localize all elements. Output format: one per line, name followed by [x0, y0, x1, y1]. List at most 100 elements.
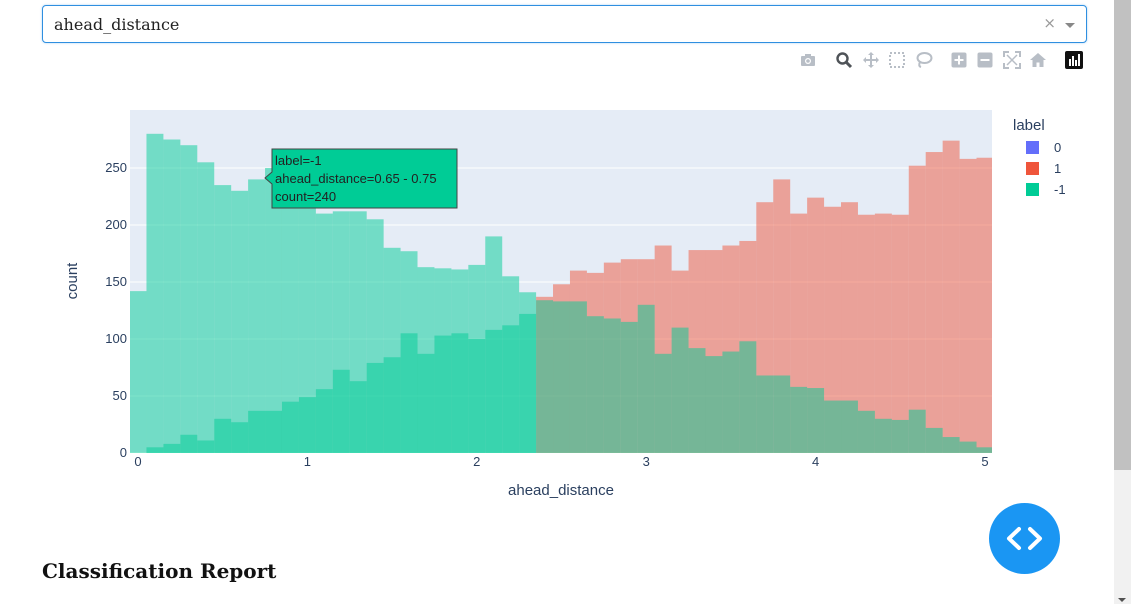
- bar-series-2[interactable]: [180, 145, 198, 453]
- bar-series-1[interactable]: [891, 214, 909, 453]
- bar-series-2[interactable]: [705, 356, 723, 453]
- bar-series-2[interactable]: [586, 316, 604, 453]
- bar-series-1[interactable]: [824, 206, 842, 453]
- bar-series-2[interactable]: [908, 409, 926, 453]
- bar-series-3[interactable]: [434, 335, 452, 453]
- x-tick-label: 3: [643, 454, 650, 469]
- bar-series-2[interactable]: [773, 375, 791, 453]
- bar-series-3[interactable]: [248, 410, 266, 453]
- legend-item-neg1[interactable]: -1: [1026, 182, 1066, 197]
- bar-series-2[interactable]: [841, 400, 858, 453]
- classification-report-heading: Classification Report: [42, 559, 277, 583]
- bar-series-3[interactable]: [383, 357, 401, 453]
- reset-axes-icon[interactable]: [1028, 50, 1048, 70]
- bar-series-3[interactable]: [146, 447, 164, 453]
- bar-series-3[interactable]: [366, 362, 384, 453]
- bar-series-3[interactable]: [265, 410, 282, 453]
- bar-series-1[interactable]: [976, 157, 992, 453]
- bar-series-3[interactable]: [231, 422, 249, 453]
- zoom-icon[interactable]: [834, 50, 854, 70]
- scrollbar-thumb[interactable]: [1114, 0, 1131, 470]
- y-tick-label: 200: [105, 217, 127, 232]
- x-tick-label: 5: [981, 454, 988, 469]
- zoom-out-icon[interactable]: [975, 50, 995, 70]
- bar-series-2[interactable]: [942, 437, 960, 453]
- bar-series-3[interactable]: [451, 333, 469, 453]
- bar-series-2[interactable]: [553, 301, 570, 453]
- tooltip-line-3: count=240: [275, 189, 336, 204]
- bar-series-3[interactable]: [468, 339, 486, 453]
- bar-series-3[interactable]: [349, 381, 367, 453]
- bar-series-2[interactable]: [569, 301, 587, 453]
- bar-series-2[interactable]: [790, 386, 808, 453]
- clear-icon[interactable]: ×: [1043, 14, 1056, 32]
- code-toggle-button[interactable]: [989, 503, 1060, 574]
- bar-series-1[interactable]: [874, 213, 892, 453]
- bar-series-3[interactable]: [281, 401, 299, 453]
- bar-series-2[interactable]: [654, 353, 672, 453]
- bar-series-2[interactable]: [298, 206, 316, 453]
- column-select-dropdown[interactable]: ahead_distance ×: [42, 5, 1087, 43]
- bar-series-1[interactable]: [908, 165, 926, 453]
- scroll-down-arrow-icon[interactable]: [1118, 598, 1126, 602]
- bar-series-2[interactable]: [874, 418, 892, 453]
- bar-series-2[interactable]: [739, 341, 757, 453]
- bar-series-2[interactable]: [281, 193, 299, 453]
- box-select-icon[interactable]: [887, 50, 907, 70]
- bar-series-2[interactable]: [807, 388, 825, 453]
- x-tick-label: 2: [473, 454, 480, 469]
- bar-series-2[interactable]: [620, 321, 638, 453]
- autoscale-icon[interactable]: [1002, 50, 1022, 70]
- bar-series-3[interactable]: [400, 333, 418, 453]
- bar-series-3[interactable]: [315, 389, 333, 453]
- bar-series-3[interactable]: [214, 418, 232, 453]
- bar-series-2[interactable]: [976, 447, 992, 453]
- bar-series-1[interactable]: [959, 158, 977, 453]
- code-icon: [1007, 527, 1042, 550]
- bar-series-2[interactable]: [163, 139, 181, 454]
- bar-series-2[interactable]: [959, 441, 977, 453]
- bar-series-2[interactable]: [214, 185, 232, 453]
- bar-series-3[interactable]: [485, 329, 503, 453]
- bar-series-2[interactable]: [231, 190, 249, 454]
- bar-series-1[interactable]: [925, 152, 943, 453]
- legend-item-1[interactable]: 1: [1026, 161, 1061, 176]
- bar-series-3[interactable]: [180, 434, 198, 453]
- bar-series-3[interactable]: [298, 397, 316, 453]
- hover-tooltip: label=-1 ahead_distance=0.65 - 0.75 coun…: [264, 148, 458, 209]
- bar-series-3[interactable]: [197, 440, 215, 453]
- bar-series-1[interactable]: [841, 202, 858, 453]
- bar-series-2[interactable]: [637, 304, 655, 453]
- bar-series-2[interactable]: [824, 400, 842, 453]
- bar-series-2[interactable]: [925, 427, 943, 453]
- pan-icon[interactable]: [861, 50, 881, 70]
- lasso-icon[interactable]: [914, 50, 934, 70]
- y-tick-label: 100: [105, 331, 127, 346]
- bar-series-2[interactable]: [603, 318, 621, 453]
- zoom-in-icon[interactable]: [949, 50, 969, 70]
- bar-series-2[interactable]: [756, 375, 774, 453]
- bar-series-2[interactable]: [891, 419, 909, 453]
- bar-series-2[interactable]: [130, 291, 147, 453]
- bar-series-3[interactable]: [332, 369, 350, 453]
- bar-series-1[interactable]: [857, 214, 875, 453]
- bar-series-2[interactable]: [265, 168, 282, 453]
- legend-item-0[interactable]: 0: [1026, 140, 1061, 155]
- bar-series-3[interactable]: [519, 313, 537, 453]
- bar-series-2[interactable]: [688, 348, 706, 453]
- bar-series-2[interactable]: [248, 179, 266, 453]
- bar-series-2[interactable]: [536, 300, 554, 453]
- bar-series-3[interactable]: [417, 353, 435, 453]
- page-scrollbar[interactable]: [1098, 0, 1131, 604]
- bar-series-2[interactable]: [197, 162, 215, 454]
- plotly-logo-icon[interactable]: [1064, 50, 1084, 70]
- bar-series-2[interactable]: [857, 410, 875, 453]
- bar-series-2[interactable]: [671, 327, 689, 453]
- camera-icon[interactable]: [798, 50, 818, 70]
- bar-series-3[interactable]: [163, 443, 181, 453]
- chevron-down-icon[interactable]: [1065, 23, 1075, 28]
- bar-series-2[interactable]: [146, 133, 164, 454]
- bar-series-3[interactable]: [502, 325, 520, 453]
- bar-series-2[interactable]: [722, 351, 740, 453]
- bar-series-1[interactable]: [942, 140, 960, 453]
